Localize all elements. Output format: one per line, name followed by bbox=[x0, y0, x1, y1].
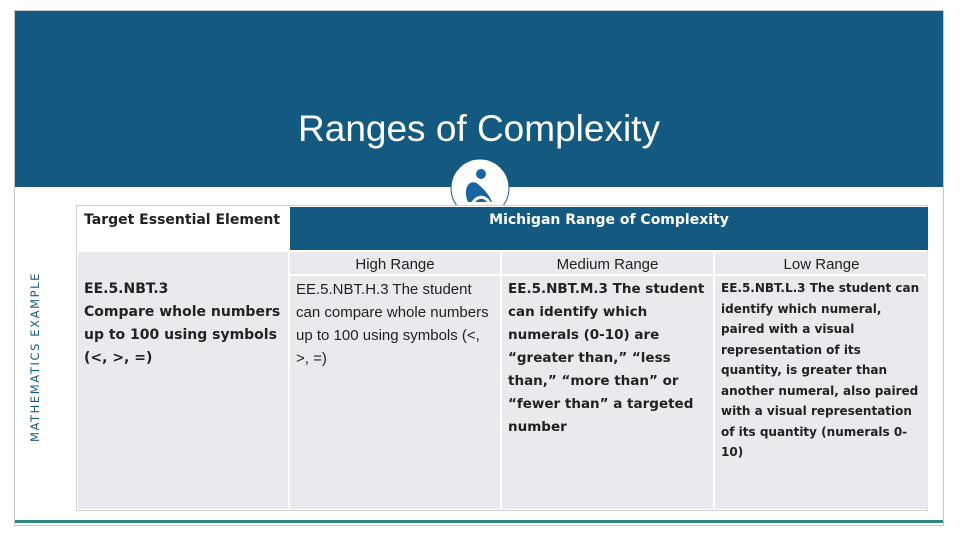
element-cell: EE.5.NBT.3 Compare whole numbers up to 1… bbox=[78, 276, 290, 372]
header-cell: Target Essential Element bbox=[84, 212, 281, 228]
bottom-line bbox=[15, 520, 943, 523]
frame bbox=[14, 10, 944, 526]
low-cell: EE.5.NBT.L.3 The student can identify wh… bbox=[721, 281, 920, 459]
medium-cell: EE.5.NBT.M.3 The student can identify wh… bbox=[508, 281, 705, 435]
header-band bbox=[15, 11, 943, 187]
cell-bg bbox=[290, 276, 500, 509]
title: Ranges of Complexity bbox=[298, 108, 660, 149]
logo bbox=[450, 158, 510, 218]
subheader: High Range bbox=[290, 252, 500, 274]
element-code: EE.5.NBT.3 bbox=[84, 281, 169, 297]
subheader: Medium Range bbox=[502, 252, 713, 274]
cell-bg bbox=[715, 276, 928, 509]
element-text: Compare whole numbers up to 100 using sy… bbox=[84, 304, 281, 366]
cell-bg bbox=[502, 276, 713, 509]
header-cell: Michigan Range of Complexity bbox=[290, 207, 928, 250]
cell-bg bbox=[78, 252, 288, 509]
side-label: MATHEMATICS EXAMPLE bbox=[28, 271, 42, 443]
subheader: Low Range bbox=[715, 252, 928, 274]
high-cell: EE.5.NBT.H.3 The student can compare who… bbox=[296, 281, 489, 367]
